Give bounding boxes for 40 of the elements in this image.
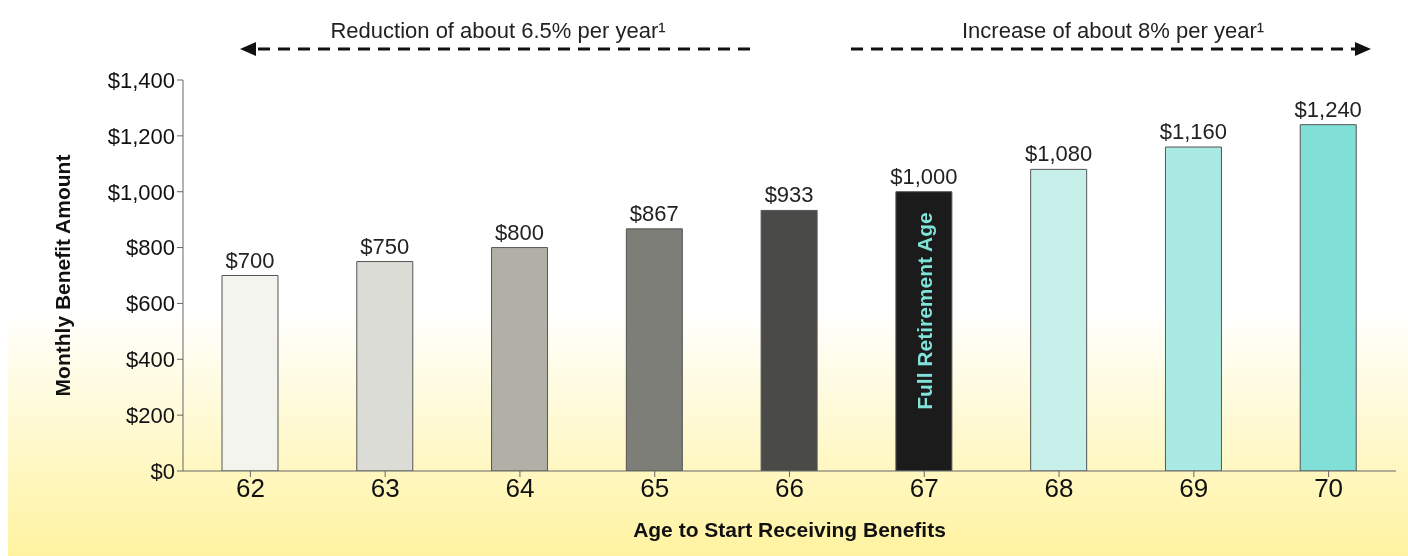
x-tick-label: 69 (1179, 473, 1209, 504)
y-tick-label: $0 (150, 458, 175, 484)
y-axis-title: Monthly Benefit Amount (51, 154, 75, 397)
y-tick-label: $800 (126, 235, 175, 261)
data-label: $933 (764, 182, 814, 208)
data-label: $867 (629, 200, 679, 226)
data-label: $700 (225, 247, 275, 273)
x-tick-label: 66 (775, 473, 804, 504)
bar (1299, 124, 1357, 471)
x-tick-label: 70 (1314, 473, 1344, 504)
y-tick-label: $1,000 (107, 179, 175, 205)
x-tick-label: 64 (505, 473, 535, 504)
x-tick-label: 65 (640, 473, 670, 504)
bar (491, 247, 549, 471)
bar (1030, 168, 1088, 471)
text: Increase of about 8% per year¹ (961, 18, 1265, 43)
y-tick-label: $200 (126, 402, 175, 428)
text: Reduction of about 6.5% per year¹ (330, 18, 666, 43)
bar (895, 191, 953, 471)
bar (760, 209, 818, 471)
y-tick-label: $1,400 (107, 67, 175, 93)
y-tick-label: $400 (126, 347, 175, 373)
bar (625, 228, 683, 471)
data-label: $1,160 (1159, 119, 1228, 145)
y-tick-label: $600 (126, 291, 175, 317)
data-label: $750 (360, 233, 410, 259)
bar (356, 261, 414, 471)
x-tick-label: 67 (909, 473, 939, 504)
bar (1164, 146, 1222, 471)
data-label: $1,080 (1025, 141, 1093, 167)
data-label: $800 (495, 219, 545, 245)
data-label: $1,240 (1294, 96, 1362, 122)
x-axis-title: Age to Start Receiving Benefits (633, 517, 946, 541)
data-label: $1,000 (890, 163, 958, 189)
bar (221, 275, 279, 471)
annotation: Full Retirement Age (912, 212, 936, 410)
x-tick-label: 68 (1044, 473, 1074, 504)
y-tick-label: $1,200 (107, 123, 175, 149)
x-tick-label: 62 (235, 473, 265, 504)
x-tick-label: 63 (370, 473, 400, 504)
